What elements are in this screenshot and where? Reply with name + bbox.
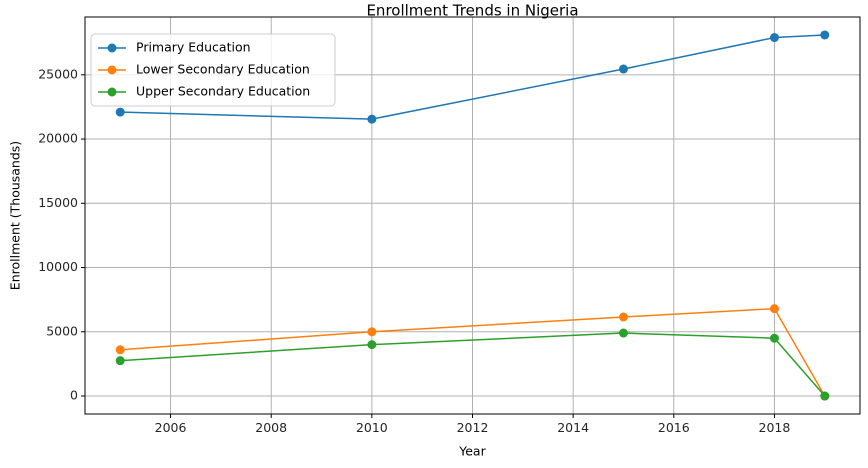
axis-ticks: 2006 2008 2010 2012 2014 2016 2018 0 5000 10000 15… bbox=[38, 66, 790, 435]
legend-label: Upper Secondary Education bbox=[136, 84, 310, 99]
x-tick-label: 2014 bbox=[557, 420, 589, 435]
data-point bbox=[115, 107, 125, 117]
grid-lines bbox=[85, 17, 860, 414]
data-point bbox=[769, 304, 779, 314]
data-point bbox=[618, 64, 628, 74]
data-point bbox=[618, 328, 628, 338]
legend-marker bbox=[107, 43, 117, 53]
x-tick-label: 2018 bbox=[759, 420, 791, 435]
legend-label: Primary Education bbox=[136, 40, 251, 55]
data-point bbox=[769, 33, 779, 43]
data-point bbox=[115, 345, 125, 355]
x-tick-label: 2016 bbox=[658, 420, 690, 435]
data-point bbox=[367, 114, 377, 124]
series-1 bbox=[115, 30, 830, 124]
y-tick-label: 25000 bbox=[38, 66, 78, 81]
data-point bbox=[367, 340, 377, 350]
y-axis-label: Enrollment (Thousands) bbox=[8, 141, 23, 290]
data-point bbox=[115, 356, 125, 366]
y-tick-label: 20000 bbox=[38, 131, 78, 146]
data-point bbox=[820, 391, 830, 401]
data-point bbox=[618, 312, 628, 322]
chart-title: Enrollment Trends in Nigeria bbox=[366, 2, 578, 20]
data-point bbox=[820, 30, 830, 40]
legend-marker bbox=[107, 87, 117, 97]
x-tick-label: 2006 bbox=[155, 420, 187, 435]
y-tick-label: 0 bbox=[70, 388, 78, 403]
data-point bbox=[769, 333, 779, 343]
x-tick-label: 2012 bbox=[457, 420, 489, 435]
data-point bbox=[367, 327, 377, 337]
x-tick-label: 2010 bbox=[356, 420, 388, 435]
y-tick-label: 5000 bbox=[46, 323, 78, 338]
y-tick-label: 15000 bbox=[38, 195, 78, 210]
legend-box bbox=[90, 33, 336, 107]
series-layer bbox=[115, 30, 830, 401]
x-tick-label: 2008 bbox=[255, 420, 287, 435]
series-3 bbox=[115, 328, 830, 401]
legend-marker bbox=[107, 65, 117, 75]
y-tick-label: 10000 bbox=[38, 259, 78, 274]
legend: Primary Education Lower Secondary Educati… bbox=[90, 33, 336, 107]
x-axis-label: Year bbox=[458, 444, 486, 459]
legend-label: Lower Secondary Education bbox=[136, 62, 310, 77]
